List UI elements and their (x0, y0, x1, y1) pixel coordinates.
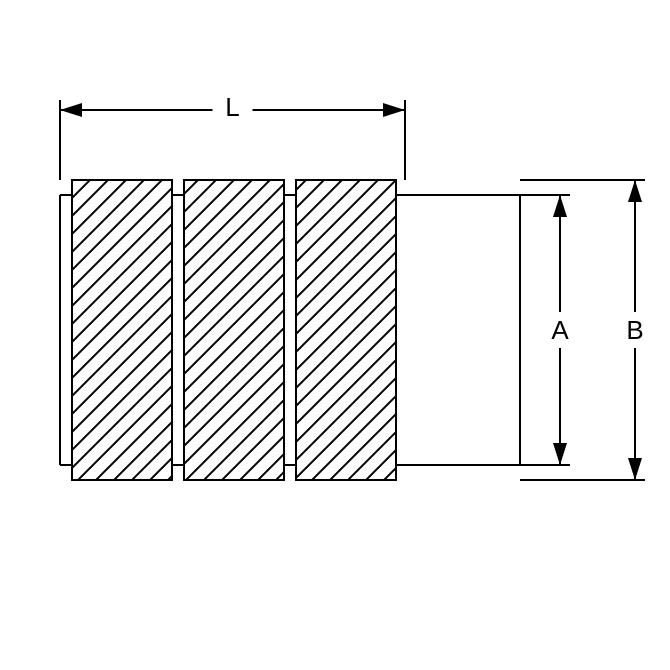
diagram-container: L A B (0, 0, 670, 670)
dimension-label-L: L (225, 92, 239, 122)
hatched-block-2 (184, 180, 284, 480)
dimension-label-A: A (551, 315, 569, 345)
hatched-block-3 (296, 180, 396, 480)
hatched-block-1 (72, 180, 172, 480)
dimension-label-B: B (626, 315, 643, 345)
technical-drawing: L A B (0, 0, 670, 670)
